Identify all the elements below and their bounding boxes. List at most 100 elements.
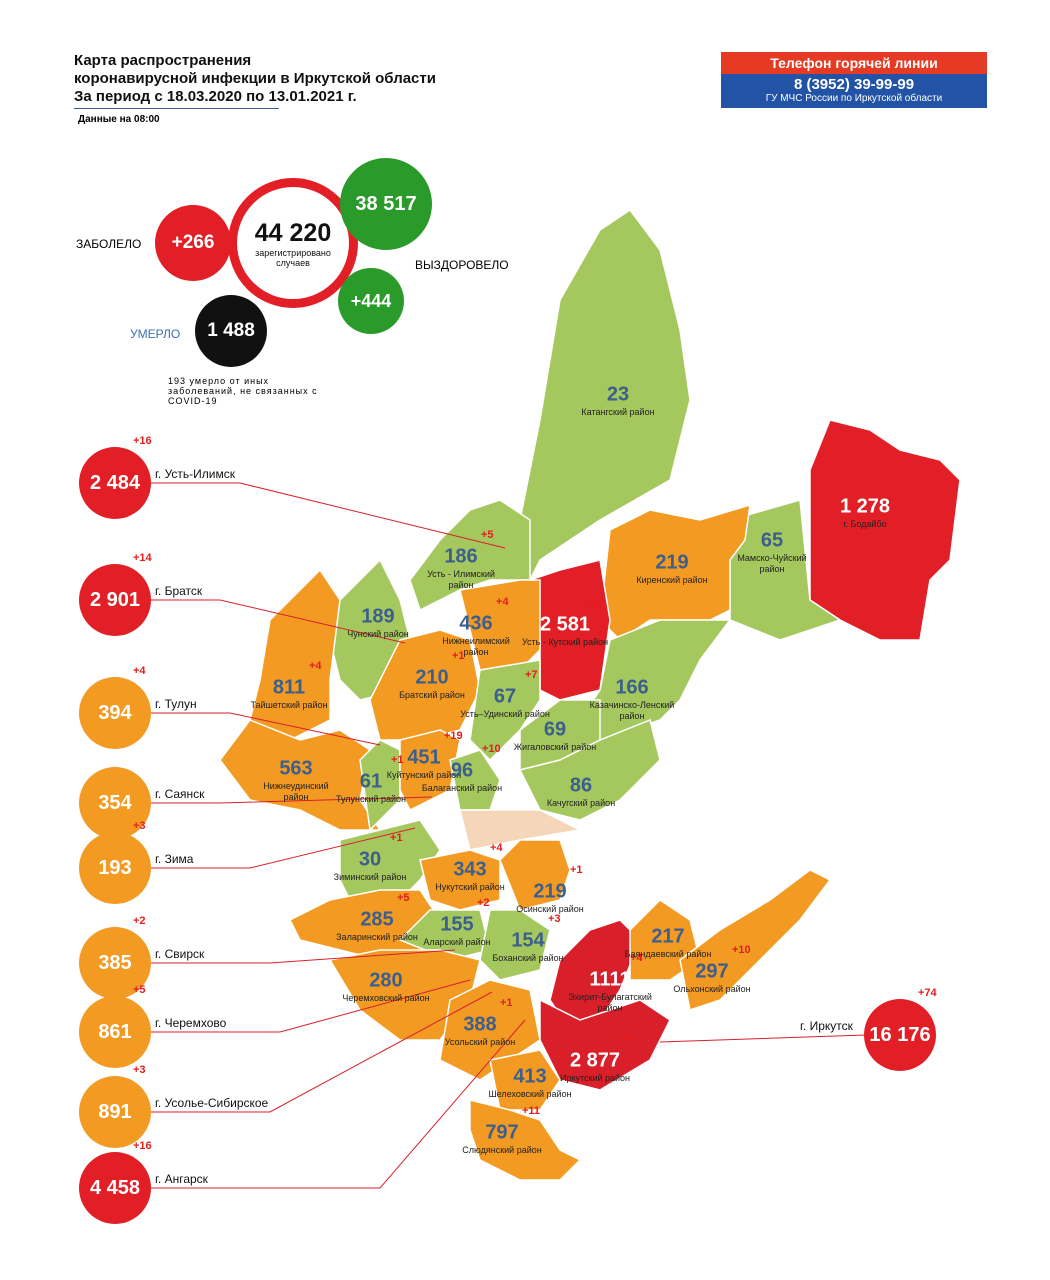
city-delta: +2 bbox=[133, 915, 146, 927]
district-name: Чунский район bbox=[347, 629, 409, 639]
district-name: г. Бодайбо bbox=[843, 519, 887, 529]
district-name: Тайшетский район bbox=[250, 700, 328, 710]
district-value: 217 bbox=[651, 925, 685, 948]
connectors bbox=[150, 482, 866, 1189]
district-value: 280 bbox=[369, 969, 403, 992]
district-name: Шелеховский район bbox=[488, 1089, 572, 1099]
city-delta: +16 bbox=[133, 435, 152, 447]
new-cases: +266 bbox=[155, 205, 231, 281]
area bbox=[518, 718, 661, 821]
district-delta: +1 bbox=[391, 754, 404, 766]
recovered-new: +444 bbox=[338, 268, 404, 334]
city-name: г. Свирск bbox=[155, 947, 205, 961]
district-name: Слюдянский район bbox=[462, 1145, 542, 1155]
district-value: 297 bbox=[695, 960, 729, 983]
district-value: 65 bbox=[760, 529, 784, 552]
city-delta: +3 bbox=[133, 820, 146, 832]
district-delta: +6 bbox=[585, 597, 598, 609]
district-name: Ольхонский район bbox=[673, 984, 751, 994]
city-name: г. Братск bbox=[155, 584, 203, 598]
district-value: 1 278 bbox=[839, 495, 891, 518]
district-value: 388 bbox=[463, 1013, 497, 1036]
district-delta: +1 bbox=[452, 650, 465, 662]
district-name: Мамско-Чуйский район bbox=[737, 553, 807, 574]
city-total: 2 901 bbox=[79, 564, 151, 636]
district-value: 285 bbox=[360, 908, 394, 931]
district-delta: +1 bbox=[390, 832, 403, 844]
deaths: 1 488 bbox=[195, 295, 267, 367]
city-total: 16 176 bbox=[864, 999, 936, 1071]
district-value: 189 bbox=[361, 605, 395, 628]
district-name: Усть–Удинский район bbox=[460, 709, 550, 719]
connector bbox=[659, 1034, 866, 1043]
district-name: Зиминский район bbox=[333, 872, 407, 882]
data-time: Данные на 08:00 bbox=[78, 114, 160, 125]
recovered: 38 517 bbox=[340, 158, 432, 250]
city-total: 193 bbox=[79, 832, 151, 904]
district-delta: +10 bbox=[732, 944, 751, 956]
district-name: Усольский район bbox=[444, 1037, 516, 1047]
district-value: 154 bbox=[511, 929, 545, 952]
city-name: г. Саянск bbox=[155, 787, 205, 801]
deaths-label: УМЕРЛО bbox=[130, 327, 181, 341]
city-delta: +74 bbox=[918, 987, 937, 999]
city-delta: +4 bbox=[133, 665, 146, 677]
area bbox=[539, 998, 671, 1091]
district-value: 166 bbox=[615, 676, 649, 699]
district-value: 96 bbox=[450, 759, 474, 782]
district-value: 61 bbox=[359, 770, 383, 793]
district-value: 451 bbox=[407, 746, 441, 769]
connector bbox=[150, 979, 471, 1033]
district-value: 413 bbox=[513, 1065, 547, 1088]
district-value: 86 bbox=[569, 774, 593, 797]
deaths-note: 193 умерло от иных заболеваний, не связа… bbox=[168, 376, 318, 406]
district-name: Жигаловский район bbox=[513, 742, 597, 752]
district-name: Усть - Илимский район bbox=[427, 569, 495, 590]
district-name: Усть - Кутский район bbox=[521, 637, 609, 647]
hotline-title: Телефон горячей линии bbox=[721, 52, 987, 74]
district-value: 155 bbox=[440, 913, 474, 936]
district-value: 30 bbox=[358, 848, 382, 871]
connector bbox=[150, 827, 416, 869]
district-name: Нижнеилимский район bbox=[442, 636, 510, 657]
district-name: Тулунский район bbox=[335, 794, 407, 804]
district-value: 23 bbox=[606, 383, 630, 406]
district-value: 797 bbox=[485, 1121, 519, 1144]
recovered-label: ВЫЗДОРОВЕЛО bbox=[415, 258, 509, 272]
district-name: Нижнеудинский район bbox=[263, 781, 329, 802]
district-name: Иркутский район bbox=[559, 1073, 631, 1083]
district-name: Боханский район bbox=[492, 953, 564, 963]
city-total: 354 bbox=[79, 767, 151, 839]
district-name: Качугский район bbox=[546, 798, 616, 808]
district-value: 811 bbox=[272, 676, 306, 699]
district-name: Катангский район bbox=[581, 407, 655, 417]
total-caption: зарегистрировано случаев bbox=[255, 247, 331, 268]
district-delta: +1 bbox=[570, 864, 583, 876]
district-name: Куйтунский район bbox=[386, 770, 462, 780]
area bbox=[419, 849, 501, 911]
city-name: г. Зима bbox=[155, 852, 194, 866]
city-name: г. Тулун bbox=[155, 697, 197, 711]
connector bbox=[150, 991, 493, 1113]
district-delta: +1 bbox=[500, 997, 513, 1009]
district-delta: +7 bbox=[525, 669, 538, 681]
district-delta: +19 bbox=[444, 730, 463, 742]
district-value: 2 877 bbox=[569, 1049, 621, 1072]
connector bbox=[150, 949, 456, 964]
district-delta: +4 bbox=[550, 1049, 563, 1061]
connector bbox=[150, 1019, 526, 1189]
district-delta: +11 bbox=[522, 1105, 541, 1117]
district-name: Балаганский район bbox=[421, 783, 503, 793]
district-delta: +3 bbox=[548, 913, 561, 925]
city-total: 385 bbox=[79, 927, 151, 999]
district-value: 69 bbox=[543, 718, 567, 741]
city-delta: +3 bbox=[133, 1064, 146, 1076]
connector bbox=[150, 599, 406, 644]
title-line: Карта распространения bbox=[74, 52, 252, 69]
city-total: 861 bbox=[79, 996, 151, 1068]
district-value: 563 bbox=[279, 757, 313, 780]
city-total: 2 484 bbox=[79, 447, 151, 519]
city-name: г. Черемхово bbox=[155, 1016, 227, 1030]
title-line: За период с 18.03.2020 по 13.01.2021 г. bbox=[74, 88, 357, 105]
